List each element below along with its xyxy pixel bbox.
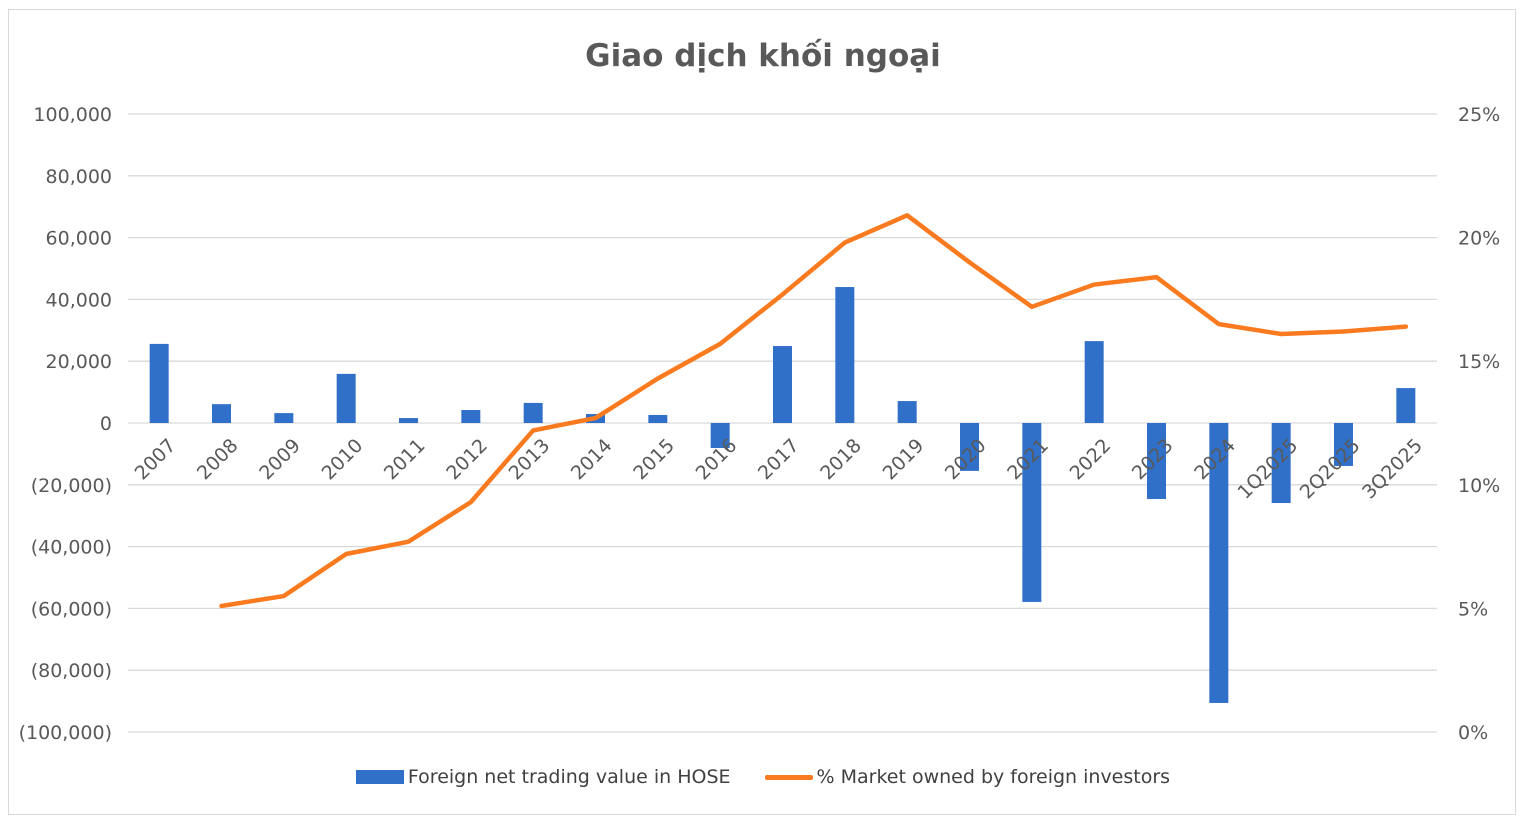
left-axis-tick: (80,000) bbox=[31, 660, 112, 682]
bar-2017[interactable] bbox=[773, 346, 792, 423]
bar-2019[interactable] bbox=[897, 401, 917, 423]
bar-2009[interactable] bbox=[274, 413, 294, 423]
right-axis-tick: 0% bbox=[1458, 722, 1488, 744]
category-label: 2013 bbox=[505, 435, 555, 485]
bar-2011[interactable] bbox=[399, 418, 418, 423]
right-axis-tick: 15% bbox=[1458, 351, 1500, 373]
category-label: 2015 bbox=[629, 435, 679, 485]
chart-title: Giao dịch khối ngoại bbox=[585, 38, 941, 74]
bar-1Q2025[interactable] bbox=[1271, 423, 1291, 504]
category-label: 2007 bbox=[131, 435, 181, 485]
left-axis-tick: 100,000 bbox=[33, 104, 112, 126]
right-axis-tick: 25% bbox=[1458, 104, 1500, 126]
bar-2013[interactable] bbox=[523, 402, 543, 423]
bar-2020[interactable] bbox=[960, 423, 979, 471]
bar-2021[interactable] bbox=[1022, 423, 1042, 602]
right-axis-tick: 20% bbox=[1458, 228, 1500, 250]
right-axis-tick: 10% bbox=[1458, 475, 1500, 497]
category-label: 2014 bbox=[567, 435, 617, 485]
bar-2Q2025[interactable] bbox=[1334, 423, 1353, 466]
category-label: 2017 bbox=[754, 435, 804, 485]
category-label: 2009 bbox=[255, 435, 305, 485]
category-label: 3Q2025 bbox=[1358, 435, 1427, 504]
legend-bar-label: Foreign net trading value in HOSE bbox=[407, 766, 731, 788]
bar-2012[interactable] bbox=[461, 410, 481, 423]
category-label: 2010 bbox=[318, 435, 368, 485]
line-swatch-icon bbox=[764, 774, 813, 780]
bar-2008[interactable] bbox=[212, 404, 231, 423]
legend: Foreign net trading value in HOSE % Mark… bbox=[0, 766, 1526, 788]
left-axis-tick: 40,000 bbox=[46, 289, 112, 311]
category-label: 2019 bbox=[879, 435, 929, 485]
left-axis-tick: 60,000 bbox=[46, 228, 112, 250]
category-label: 2018 bbox=[816, 435, 866, 485]
ownership-line[interactable] bbox=[219, 213, 1409, 609]
left-axis-tick: (60,000) bbox=[31, 598, 112, 620]
bar-2018[interactable] bbox=[835, 287, 855, 423]
bar-2024[interactable] bbox=[1209, 423, 1229, 703]
left-axis-tick: (40,000) bbox=[31, 537, 112, 559]
category-label: 2012 bbox=[442, 435, 492, 485]
category-label: 2Q2025 bbox=[1296, 435, 1365, 504]
right-axis-tick: 5% bbox=[1458, 598, 1488, 620]
legend-line-label: % Market owned by foreign investors bbox=[816, 766, 1171, 788]
category-label: 1Q2025 bbox=[1233, 435, 1302, 504]
category-label: 2011 bbox=[380, 435, 430, 485]
left-axis-tick: 20,000 bbox=[46, 351, 112, 373]
legend-item-bar[interactable]: Foreign net trading value in HOSE bbox=[355, 766, 731, 788]
category-label: 2008 bbox=[193, 435, 243, 485]
left-axis-tick: 80,000 bbox=[46, 166, 112, 188]
left-axis-tick: (20,000) bbox=[31, 475, 112, 497]
bar-2023[interactable] bbox=[1147, 423, 1166, 500]
bar-3Q2025[interactable] bbox=[1396, 388, 1416, 423]
bar-2007[interactable] bbox=[149, 343, 169, 423]
left-axis-tick: 0 bbox=[100, 413, 112, 435]
category-label: 2022 bbox=[1066, 435, 1116, 485]
bar-2010[interactable] bbox=[336, 373, 356, 423]
bar-2015[interactable] bbox=[648, 414, 668, 423]
bar-2016[interactable] bbox=[710, 423, 730, 449]
bar-swatch-icon bbox=[355, 770, 404, 784]
legend-item-line[interactable]: % Market owned by foreign investors bbox=[764, 766, 1171, 788]
bar-2022[interactable] bbox=[1084, 341, 1104, 423]
left-axis-tick: (100,000) bbox=[19, 722, 112, 744]
chart-frame bbox=[8, 9, 1516, 815]
